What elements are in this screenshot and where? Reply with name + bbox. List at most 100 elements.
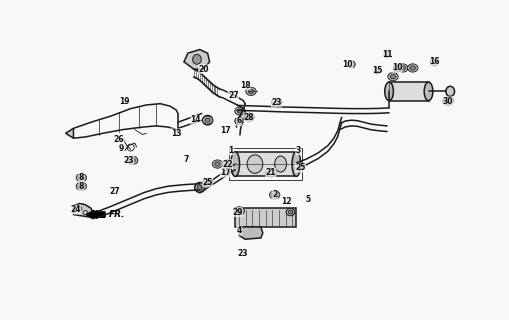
Ellipse shape <box>384 51 390 58</box>
Ellipse shape <box>231 152 240 176</box>
Ellipse shape <box>195 182 205 192</box>
Text: 10: 10 <box>343 60 353 69</box>
Text: 21: 21 <box>266 168 276 177</box>
Text: 30: 30 <box>443 97 454 106</box>
Ellipse shape <box>275 156 287 172</box>
Ellipse shape <box>398 64 408 72</box>
Ellipse shape <box>269 191 280 199</box>
Ellipse shape <box>237 109 243 113</box>
Text: 15: 15 <box>372 66 382 75</box>
Text: 25: 25 <box>203 178 213 187</box>
Ellipse shape <box>235 117 243 124</box>
Text: 26: 26 <box>114 135 124 144</box>
Ellipse shape <box>225 162 230 166</box>
Polygon shape <box>239 227 263 239</box>
Ellipse shape <box>292 152 301 176</box>
Ellipse shape <box>424 82 433 100</box>
Ellipse shape <box>205 180 210 185</box>
Polygon shape <box>184 50 210 69</box>
Text: 22: 22 <box>222 160 233 169</box>
Ellipse shape <box>400 66 406 70</box>
Ellipse shape <box>271 98 282 107</box>
Text: 29: 29 <box>232 208 242 217</box>
Ellipse shape <box>246 87 256 95</box>
Text: 5: 5 <box>305 195 311 204</box>
Ellipse shape <box>237 209 242 213</box>
Bar <box>235 152 296 176</box>
Text: 12: 12 <box>281 196 292 205</box>
Ellipse shape <box>130 158 135 163</box>
Ellipse shape <box>212 160 222 168</box>
Text: 18: 18 <box>240 81 250 90</box>
Text: 27: 27 <box>109 187 120 196</box>
Text: 24: 24 <box>70 205 81 214</box>
Text: 23: 23 <box>238 250 248 259</box>
Text: 8: 8 <box>79 173 84 182</box>
Ellipse shape <box>248 89 253 93</box>
Ellipse shape <box>79 184 84 188</box>
Ellipse shape <box>235 107 245 115</box>
Polygon shape <box>73 204 93 217</box>
Ellipse shape <box>244 113 254 121</box>
Ellipse shape <box>443 97 454 105</box>
FancyArrow shape <box>86 210 105 219</box>
Ellipse shape <box>286 208 295 216</box>
Text: 6: 6 <box>237 116 242 125</box>
Ellipse shape <box>431 58 438 66</box>
Ellipse shape <box>205 118 210 122</box>
Ellipse shape <box>203 116 213 124</box>
Text: 7: 7 <box>183 155 189 164</box>
Ellipse shape <box>385 82 393 100</box>
Text: 1: 1 <box>229 146 234 155</box>
Ellipse shape <box>348 61 355 68</box>
Text: 25: 25 <box>295 163 305 172</box>
Text: 10: 10 <box>392 63 402 72</box>
Ellipse shape <box>393 65 401 72</box>
Bar <box>389 82 429 100</box>
Ellipse shape <box>215 162 220 166</box>
Text: 16: 16 <box>429 57 440 66</box>
Text: 9: 9 <box>118 144 124 153</box>
Ellipse shape <box>374 68 380 74</box>
Text: 27: 27 <box>228 91 239 100</box>
Bar <box>229 148 302 180</box>
Text: 11: 11 <box>382 50 392 59</box>
Ellipse shape <box>446 86 455 96</box>
Ellipse shape <box>408 64 418 72</box>
Text: 17: 17 <box>220 126 231 135</box>
Ellipse shape <box>192 54 201 64</box>
Ellipse shape <box>234 207 244 215</box>
Ellipse shape <box>272 193 277 197</box>
Ellipse shape <box>79 176 84 180</box>
Ellipse shape <box>288 210 293 214</box>
Text: 2: 2 <box>272 190 277 199</box>
Ellipse shape <box>266 169 276 177</box>
Ellipse shape <box>76 182 87 190</box>
Ellipse shape <box>274 100 279 105</box>
Ellipse shape <box>247 155 263 173</box>
Ellipse shape <box>76 173 87 182</box>
Text: 14: 14 <box>190 115 201 124</box>
Text: 23: 23 <box>271 98 282 107</box>
Text: FR.: FR. <box>109 210 126 219</box>
Ellipse shape <box>410 66 415 70</box>
Ellipse shape <box>246 115 251 119</box>
Text: 3: 3 <box>296 146 301 155</box>
Ellipse shape <box>446 99 451 103</box>
Ellipse shape <box>390 75 395 79</box>
Ellipse shape <box>222 160 233 168</box>
Bar <box>235 208 296 227</box>
Ellipse shape <box>127 156 138 164</box>
Text: 4: 4 <box>237 226 242 235</box>
Text: 8: 8 <box>79 182 84 191</box>
Polygon shape <box>66 128 73 138</box>
Text: 13: 13 <box>171 129 181 138</box>
Text: 19: 19 <box>120 97 130 106</box>
Text: 23: 23 <box>124 156 134 165</box>
Ellipse shape <box>388 72 398 81</box>
Ellipse shape <box>197 185 202 190</box>
Ellipse shape <box>268 171 273 175</box>
Text: 20: 20 <box>199 65 209 74</box>
Ellipse shape <box>203 179 213 187</box>
Text: 28: 28 <box>244 113 254 122</box>
